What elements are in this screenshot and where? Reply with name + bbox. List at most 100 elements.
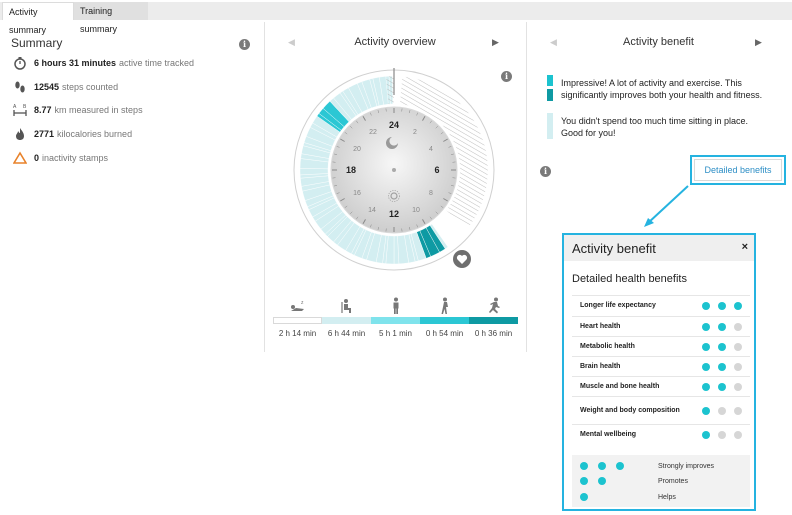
popup-subtitle: Detailed health benefits	[572, 273, 687, 285]
tab-bar: Activity summary Training summary	[0, 2, 792, 35]
level-dot-filled	[718, 362, 726, 371]
clock-tick	[422, 219, 426, 224]
clock-tick	[409, 226, 411, 230]
callout-arrow	[644, 185, 689, 227]
tab-training-summary[interactable]: Training summary	[74, 2, 148, 34]
clock-ticks	[332, 108, 456, 232]
level-dot-filled	[718, 322, 726, 331]
clock-tick	[356, 120, 359, 124]
heart-badge-icon[interactable]	[453, 250, 471, 268]
benefit-row: Mental wellbeing	[572, 424, 750, 444]
standing-icon	[390, 297, 402, 315]
detailed-benefits-button[interactable]: Detailed benefits	[690, 155, 786, 185]
benefit-level-dots	[702, 362, 742, 371]
level-dot-filled	[702, 382, 710, 391]
warning-triangle-icon	[11, 150, 29, 166]
benefit-level-dots	[702, 322, 742, 331]
benefit-name: Muscle and bone health	[580, 383, 660, 390]
walking-icon	[438, 297, 452, 315]
clock-tick	[435, 211, 439, 215]
prev-day-arrow[interactable]: ◀	[288, 37, 295, 47]
legend-dots	[580, 477, 606, 485]
benefit-row: Heart health	[572, 316, 750, 336]
clock-hour-2: 2	[413, 129, 417, 136]
level-dot-filled	[718, 301, 726, 310]
popup-header: Activity benefit ×	[564, 235, 754, 261]
legend-bar-sitting	[322, 317, 371, 324]
clock-tick	[448, 146, 452, 148]
tab-activity-summary[interactable]: Activity summary	[2, 2, 74, 35]
prev-benefit-arrow[interactable]: ◀	[550, 37, 557, 47]
info-icon[interactable]: i	[540, 166, 551, 177]
legend-value-sleep: 2 h 14 min	[278, 329, 317, 338]
clock-tick	[429, 216, 432, 220]
legend-walking: 0 h 54 min	[420, 297, 469, 338]
close-icon[interactable]: ×	[741, 241, 748, 253]
flame-icon	[11, 126, 29, 142]
overview-title: Activity overview	[354, 36, 436, 48]
next-day-arrow[interactable]: ▶	[492, 37, 499, 47]
clock-tick	[334, 185, 338, 187]
benefit-name: Weight and body composition	[580, 407, 680, 414]
legend-running: 0 h 36 min	[469, 297, 518, 338]
legend-label: Helps	[658, 493, 676, 501]
level-dot-filled	[702, 342, 710, 351]
activity-segments	[299, 75, 489, 265]
clock-tick	[448, 192, 452, 194]
clock-hour-10: 10	[412, 207, 420, 214]
sitting-icon	[339, 297, 355, 315]
clock-hour-4: 4	[429, 146, 433, 153]
benefit-name: Longer life expectancy	[580, 302, 656, 309]
summary-row-steps: 12545 steps counted	[11, 79, 118, 95]
benefit-message-activity: Impressive! A lot of activity and exerci…	[561, 78, 763, 100]
level-dot-empty	[734, 382, 742, 391]
clock-tick	[344, 205, 348, 208]
benefit-message-sitting: You didn't spend too much time sitting i…	[561, 116, 749, 138]
level-dot-empty	[718, 430, 726, 439]
benefit-legend: Strongly improves Promotes Helps	[572, 455, 750, 507]
steps-value: 12545	[34, 82, 60, 92]
benefit-level-dots	[702, 301, 742, 310]
svg-text:B: B	[23, 104, 27, 110]
level-dot-filled	[702, 301, 710, 310]
benefit-name: Metabolic health	[580, 343, 635, 350]
active-time-value: 6 hours 31 minutes	[34, 58, 117, 68]
clock-tick	[349, 211, 353, 215]
legend-sleep: z 2 h 14 min	[273, 297, 322, 338]
clock-tick	[377, 110, 379, 114]
level-dot-filled	[580, 477, 588, 485]
level-dot-filled	[580, 462, 588, 470]
benefit-level-dots	[702, 430, 742, 439]
calories-label: kilocalories burned	[57, 129, 133, 139]
next-benefit-arrow[interactable]: ▶	[755, 37, 762, 47]
level-dot-filled	[702, 430, 710, 439]
info-icon[interactable]: i	[501, 71, 512, 82]
benefit-level-bar	[547, 113, 553, 139]
level-dot-filled	[702, 406, 710, 415]
clock-tick	[409, 110, 411, 114]
info-icon[interactable]: i	[239, 39, 250, 50]
legend-helps: Helps	[572, 490, 750, 504]
legend-label: Strongly improves	[658, 462, 715, 470]
clock-tick	[422, 116, 426, 121]
benefit-level-dots	[702, 342, 742, 351]
popup-title: Activity benefit	[572, 241, 656, 256]
clock-tick	[336, 146, 340, 148]
clock-tick	[429, 120, 432, 124]
clock-hour-6: 6	[434, 165, 439, 175]
benefit-level-bar	[547, 89, 553, 101]
level-dot-filled	[702, 362, 710, 371]
clock-hour-8: 8	[429, 190, 433, 197]
summary-row-inactivity: 0 inactivity stamps	[11, 150, 108, 166]
clock-tick	[440, 205, 444, 208]
clock-tick	[450, 185, 454, 187]
clock-tick	[344, 132, 348, 135]
footsteps-icon	[11, 79, 29, 95]
activity-benefit-popup: Activity benefit × Detailed health benef…	[562, 233, 756, 511]
legend-standing: 5 h 1 min	[371, 297, 420, 338]
legend-sitting: 6 h 44 min	[322, 297, 371, 338]
clock-hour-22: 22	[369, 129, 377, 136]
benefit-row: Muscle and bone health	[572, 376, 750, 396]
